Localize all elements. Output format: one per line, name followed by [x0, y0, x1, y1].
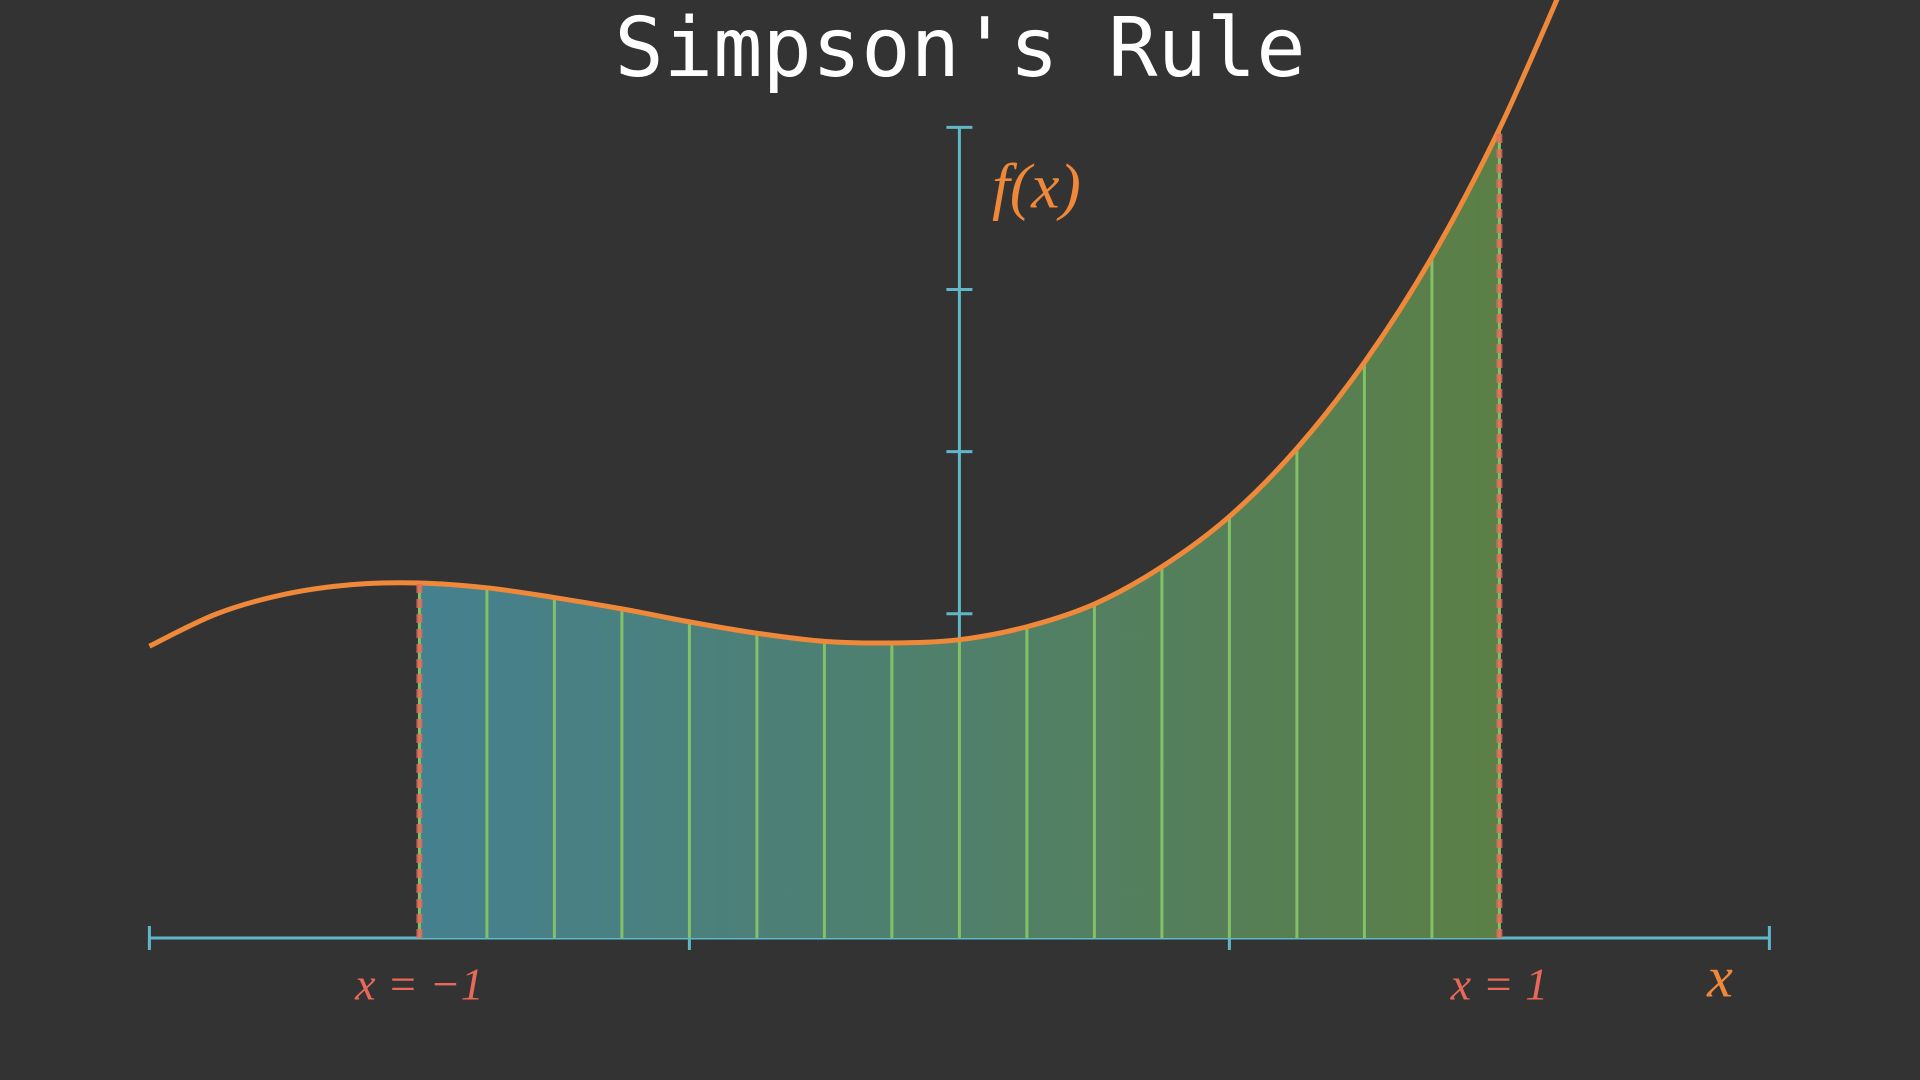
area-strip — [1161, 516, 1230, 938]
y-axis-label: f(x) — [992, 151, 1081, 222]
area-strip — [1229, 448, 1297, 938]
area-strip — [689, 621, 757, 938]
chart-title: Simpson's Rule — [614, 1, 1305, 96]
curve — [148, 0, 1560, 649]
area-strip — [756, 633, 825, 938]
area-strip — [1431, 129, 1500, 939]
bound-label: x = 1 — [1450, 959, 1548, 1010]
area-strip — [621, 608, 690, 938]
area-strip — [1364, 257, 1432, 938]
area-strip — [554, 597, 622, 938]
x-axis-label: x — [1706, 944, 1733, 1009]
area-strip — [824, 641, 892, 938]
area-strip — [486, 587, 555, 938]
area-strip — [1026, 604, 1095, 938]
bound-label: x = −1 — [354, 959, 484, 1010]
area-strip — [959, 626, 1027, 938]
area-strip — [419, 582, 487, 938]
area-strip — [891, 639, 960, 938]
area-strip — [1094, 566, 1162, 938]
area-strip — [1296, 362, 1365, 938]
